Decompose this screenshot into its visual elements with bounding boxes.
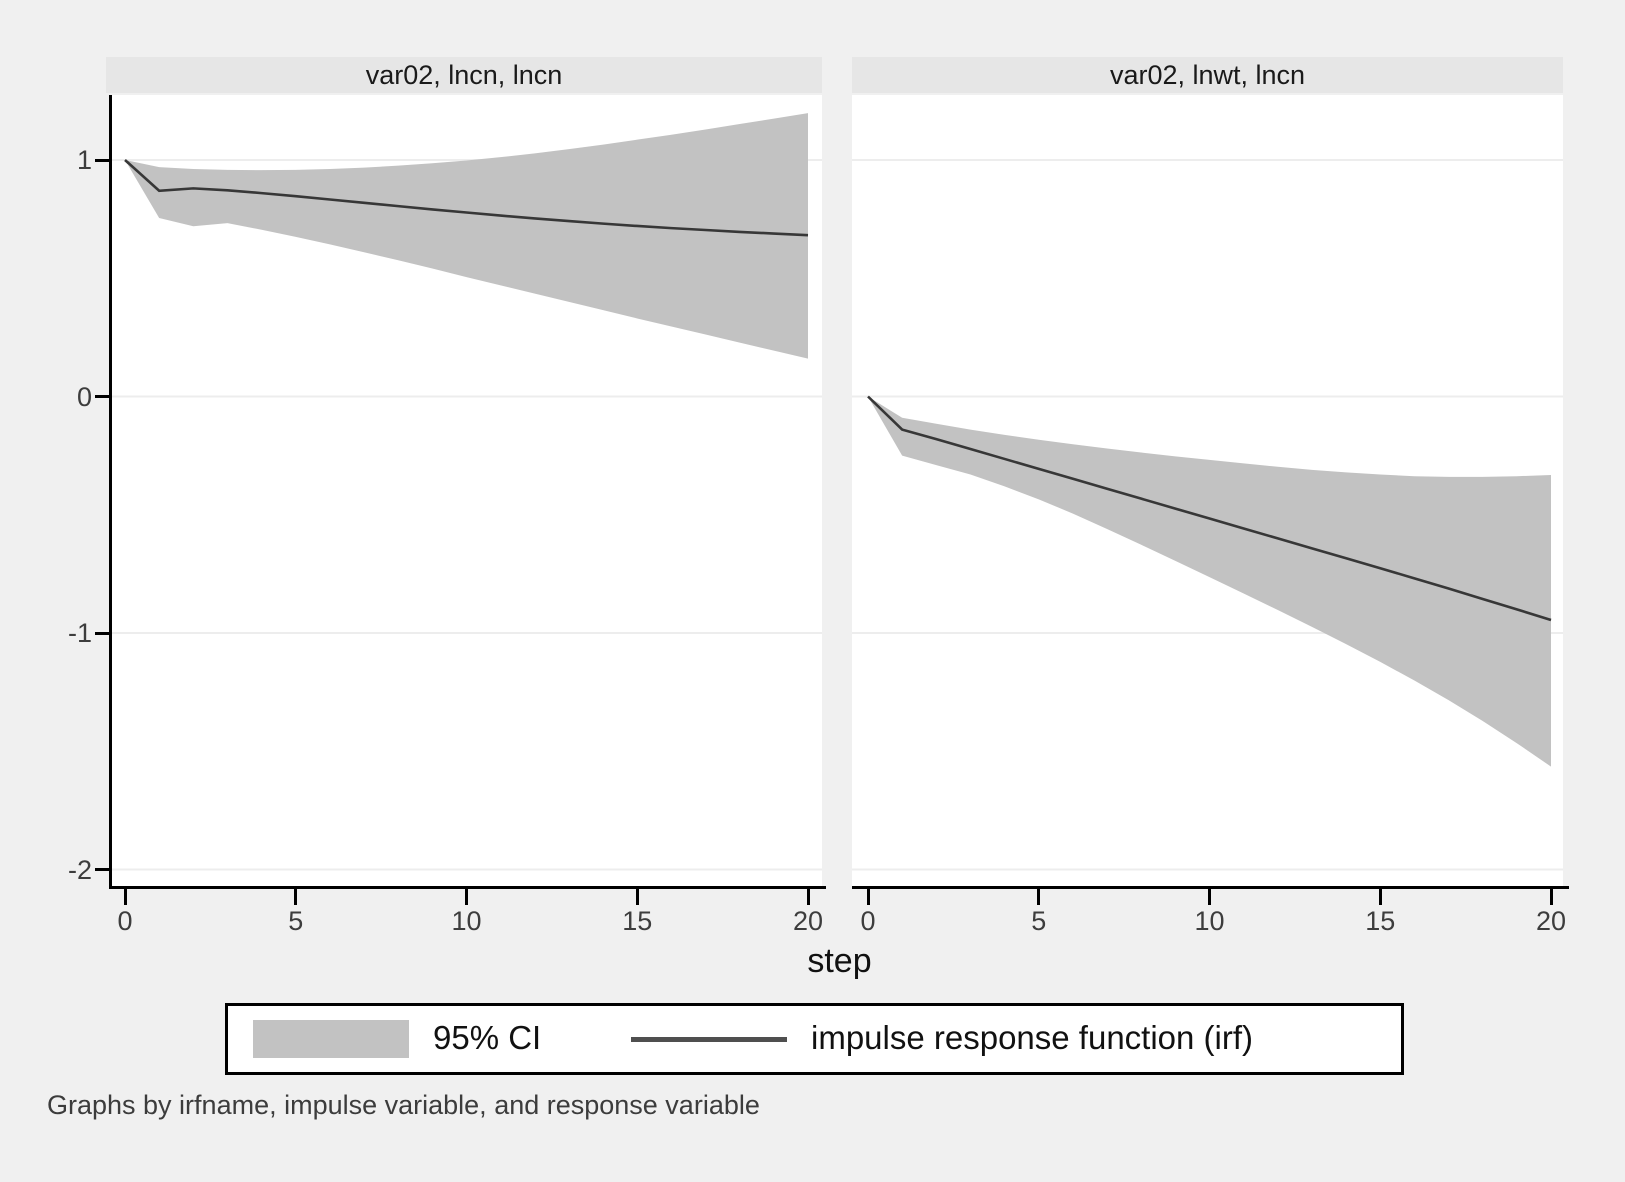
irf-legend-label: impulse response function (irf) bbox=[811, 1019, 1254, 1056]
x-tick bbox=[465, 889, 468, 905]
irf-chart-svg-0 bbox=[112, 113, 822, 871]
x-tick-label: 0 bbox=[860, 906, 876, 936]
plot-area-right bbox=[852, 95, 1563, 887]
x-tick bbox=[1378, 889, 1382, 905]
x-tick bbox=[866, 889, 870, 905]
irf-line bbox=[867, 395, 1552, 622]
x-tick-label: 0 bbox=[117, 906, 133, 936]
y-tick-label: 1 bbox=[76, 145, 92, 175]
panel-title-right: var02, lnwt, lncn bbox=[852, 57, 1563, 93]
x-axis bbox=[109, 886, 826, 889]
y-tick bbox=[95, 158, 110, 162]
x-tick-label: 15 bbox=[1365, 906, 1396, 936]
y-tick-label: 0 bbox=[76, 381, 92, 412]
x-tick-label: 10 bbox=[451, 906, 482, 936]
x-tick-label: 15 bbox=[622, 906, 653, 936]
y-tick-label: -1 bbox=[67, 618, 92, 648]
legend: 95% CI impulse response function (irf) bbox=[225, 1003, 1404, 1075]
x-tick-label: 20 bbox=[792, 906, 824, 936]
x-axis bbox=[852, 886, 1569, 889]
irf-line-swatch bbox=[631, 1037, 787, 1042]
y-tick bbox=[95, 631, 110, 635]
irf-line bbox=[124, 159, 809, 237]
y-tick bbox=[95, 868, 110, 871]
x-axis-title: step bbox=[807, 942, 872, 980]
irf-chart-svg-1 bbox=[852, 159, 1563, 871]
x-tick bbox=[635, 889, 639, 905]
plot-area-left bbox=[112, 95, 822, 887]
x-tick-label: 5 bbox=[288, 906, 304, 936]
ci-legend-label: 95% CI bbox=[433, 1019, 542, 1056]
x-tick-label: 20 bbox=[1535, 906, 1567, 936]
x-tick bbox=[806, 889, 810, 905]
x-tick bbox=[1549, 889, 1553, 905]
x-tick bbox=[123, 889, 127, 905]
y-tick-label: -2 bbox=[67, 854, 92, 885]
ci-band bbox=[125, 113, 808, 359]
x-tick bbox=[294, 889, 298, 905]
y-axis bbox=[109, 95, 112, 889]
x-tick-label: 5 bbox=[1031, 906, 1047, 936]
x-tick bbox=[1037, 889, 1041, 905]
x-tick-label: 10 bbox=[1194, 906, 1225, 936]
figure-caption: Graphs by irfname, impulse variable, and… bbox=[47, 1090, 760, 1120]
ci-band bbox=[868, 396, 1551, 767]
x-tick bbox=[1208, 889, 1211, 905]
ci-band-swatch bbox=[253, 1020, 409, 1058]
y-tick bbox=[95, 395, 110, 398]
panel-title-left: var02, lncn, lncn bbox=[106, 57, 822, 93]
